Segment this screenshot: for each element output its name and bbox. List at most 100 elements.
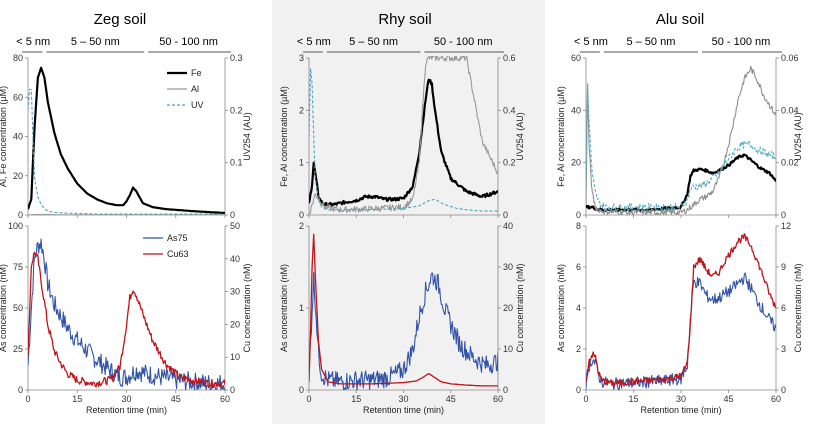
y-axis-title: As concentration (nM) <box>556 264 566 352</box>
y2-tick-label: 50 <box>230 221 240 231</box>
size-label-medium: 5 – 50 nm <box>71 36 120 48</box>
panel-alu: Alu soil < 5 nm 5 – 50 nm 50 - 100 nm Retent… <box>547 0 817 424</box>
y2-tick-label: 0 <box>503 210 508 220</box>
y-tick-label: 20 <box>13 171 23 181</box>
y2-tick-label: 0 <box>230 210 235 220</box>
top-chart: 0 20 40 60 0 0.02 0.04 0.06 Fe, Al concentration… <box>556 53 803 220</box>
y2-tick-label: 0.3 <box>230 53 243 63</box>
x-tick-label: 45 <box>171 394 181 404</box>
size-label-medium: 5 – 50 nm <box>349 36 398 48</box>
y-tick-label: 60 <box>571 53 581 63</box>
panel-zeg: Zeg soil < 5 nm 5 – 50 nm 50 - 100 nm Retent… <box>0 0 270 424</box>
y-tick-label: 3 <box>299 53 304 63</box>
x-axis-label: Retention time (min) <box>363 405 444 415</box>
y-tick-label: 1 <box>299 158 304 168</box>
y2-tick-label: 0.2 <box>230 105 243 115</box>
y2-tick-label: 0 <box>503 385 508 395</box>
y2-tick-label: 12 <box>781 221 791 231</box>
y-tick-label: 4 <box>576 303 581 313</box>
bottom-chart: 0 25 50 75 100 0 10 20 30 40 50 0 15 30 45 60 As concent… <box>0 221 252 404</box>
y2-tick-label: 0.2 <box>503 158 516 168</box>
y2-axis-title: UV254 (AU) <box>242 112 252 161</box>
legend-label-as75: As75 <box>167 233 188 243</box>
x-tick-label: 15 <box>72 394 82 404</box>
y2-tick-label: 9 <box>781 262 786 272</box>
y2-tick-label: 30 <box>230 287 240 297</box>
x-tick-label: 45 <box>723 394 733 404</box>
y-tick-label: 60 <box>13 92 23 102</box>
series-line-fe <box>28 66 225 215</box>
y2-tick-label: 0.04 <box>781 105 799 115</box>
legend-label-al: Al <box>191 84 199 94</box>
y2-axis-title: Cu concentration (nM) <box>242 263 252 352</box>
x-tick-label: 60 <box>220 394 230 404</box>
size-label-small: < 5 nm <box>574 36 608 48</box>
series-line-as75 <box>309 271 498 390</box>
y2-tick-label: 10 <box>230 352 240 362</box>
y-axis-title: Fe, Al concentration (µM) <box>556 86 566 187</box>
x-tick-label: 30 <box>676 394 686 404</box>
series-line-uv <box>586 83 776 212</box>
x-tick-label: 15 <box>628 394 638 404</box>
y-tick-label: 2 <box>576 344 581 354</box>
series-line-as75 <box>28 238 225 390</box>
y-tick-label: 2 <box>299 105 304 115</box>
y-axis-title: Fe, Al concentration (µM) <box>279 86 289 187</box>
y-tick-label: 40 <box>571 105 581 115</box>
y2-axis-title: Cu concentration (nM) <box>515 263 525 352</box>
series-line-uv <box>28 88 225 215</box>
y2-tick-label: 0 <box>781 210 786 220</box>
y-tick-label: 8 <box>576 221 581 231</box>
y-tick-label: 80 <box>13 53 23 63</box>
y-tick-label: 1 <box>299 303 304 313</box>
x-tick-label: 0 <box>306 394 311 404</box>
y2-tick-label: 0.02 <box>781 158 799 168</box>
y-axis-title: As concentration (nM) <box>279 264 289 352</box>
x-tick-label: 30 <box>398 394 408 404</box>
y2-tick-label: 0.6 <box>503 53 516 63</box>
y-tick-label: 100 <box>8 221 23 231</box>
series-line-fe <box>309 78 498 208</box>
panel-rhy: Rhy soil < 5 nm 5 – 50 nm 50 - 100 nm Retent… <box>272 0 545 424</box>
size-label-medium: 5 – 50 nm <box>626 36 675 48</box>
series-line-cu63 <box>586 233 776 387</box>
y-tick-label: 50 <box>13 303 23 313</box>
y2-axis-title: UV254 (AU) <box>793 112 803 161</box>
y2-tick-label: 40 <box>230 254 240 264</box>
x-axis-label: Retention time (min) <box>86 405 167 415</box>
y-tick-label: 75 <box>13 262 23 272</box>
y2-tick-label: 3 <box>781 344 786 354</box>
series-line-cu63 <box>28 251 225 388</box>
y2-axis-title: Cu concentration (nM) <box>793 263 803 352</box>
y2-tick-label: 6 <box>781 303 786 313</box>
y2-tick-label: 0 <box>781 385 786 395</box>
series-line-al <box>309 56 498 215</box>
y2-tick-label: 20 <box>503 303 513 313</box>
y2-tick-label: 0 <box>230 385 235 395</box>
y-tick-label: 0 <box>299 210 304 220</box>
y-tick-label: 0 <box>18 210 23 220</box>
x-tick-label: 15 <box>351 394 361 404</box>
y2-tick-label: 40 <box>503 221 513 231</box>
x-tick-label: 0 <box>25 394 30 404</box>
series-line-uv <box>309 67 498 212</box>
y-axis-title: As concentration (nM) <box>0 264 8 352</box>
panel-title: Alu soil <box>656 11 704 28</box>
y-tick-label: 6 <box>576 262 581 272</box>
y2-tick-label: 0.1 <box>230 158 243 168</box>
x-tick-label: 45 <box>446 394 456 404</box>
x-tick-label: 60 <box>493 394 503 404</box>
series-line-as75 <box>586 272 776 390</box>
top-chart: 0 1 2 3 0 0.2 0.4 0.6 Fe, Al concentration (µM) U… <box>279 53 525 220</box>
x-tick-label: 60 <box>771 394 781 404</box>
y-tick-label: 0 <box>576 210 581 220</box>
x-axis-label: Retention time (min) <box>640 405 721 415</box>
x-tick-label: 30 <box>121 394 131 404</box>
y-axis-title: Al, Fe concentration (µM) <box>0 86 8 187</box>
y-tick-label: 0 <box>18 385 23 395</box>
y-tick-label: 2 <box>299 221 304 231</box>
top-chart: 0 20 40 60 80 0 0.1 0.2 0.3 Al, Fe concentration … <box>0 53 252 220</box>
size-label-small: < 5 nm <box>16 36 50 48</box>
